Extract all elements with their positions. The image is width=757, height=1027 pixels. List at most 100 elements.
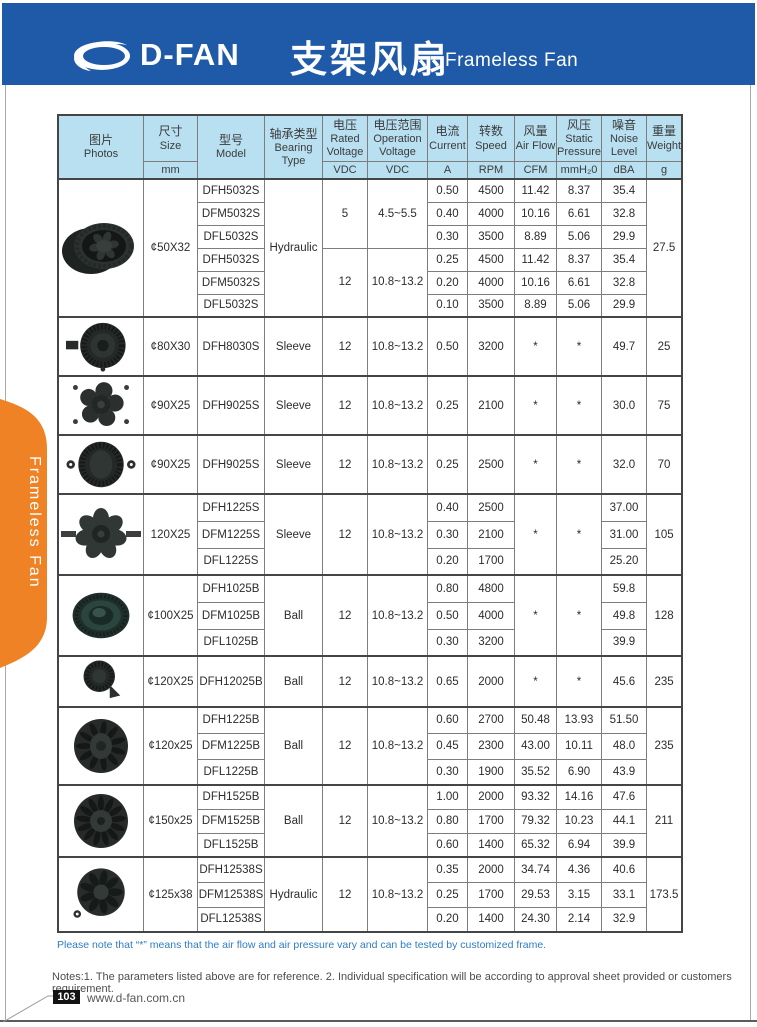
cell-rated-voltage: 12 <box>322 247 368 318</box>
axial-5-blade-fan-photo <box>57 375 144 436</box>
cell-current: 0.40 <box>427 493 468 522</box>
fan-block: ¢125x38 DFH12538S Hydraulic 12 10.8~13.2 0.35… <box>57 856 683 933</box>
cell-size: ¢120x25 <box>143 706 198 786</box>
dfan-swoosh-icon <box>74 41 130 71</box>
page-number-badge: 103 <box>53 990 80 1004</box>
star-footnote: Please note that “*” means that the air … <box>57 939 547 951</box>
col-header-size: 尺寸 Size <box>143 114 198 162</box>
cell-static-pressure: 5.06 <box>555 293 603 318</box>
table-row: ¢150x25 DFH1525B Ball 12 10.8~13.2 1.00 2000 93… <box>57 784 683 858</box>
cell-speed: 3500 <box>467 293 515 318</box>
spec-table: 图片 Photos 尺寸 Size 型号 Model 轴承类型 Bearing Type 电压 R… <box>57 114 684 933</box>
cell-model: DFH1525B <box>197 784 265 810</box>
cell-size: ¢100X25 <box>143 574 198 657</box>
cell-bearing: Ball <box>264 574 323 657</box>
cell-noise: 32.8 <box>601 201 648 226</box>
cell-noise: 49.8 <box>601 601 648 630</box>
page-title-en: Frameless Fan <box>445 50 579 71</box>
cell-speed: 2300 <box>467 732 515 760</box>
cell-voltage-range: 10.8~13.2 <box>367 706 428 786</box>
table-row: DFL5032S 0.30 3500 8.89 5.06 29.9 <box>58 224 682 249</box>
cell-current: 0.65 <box>427 655 468 708</box>
cell-bearing: Ball <box>264 784 323 858</box>
cell-weight: 25 <box>646 316 683 377</box>
cell-weight: 70 <box>646 434 683 495</box>
cell-noise: 35.4 <box>601 247 648 272</box>
cell-model: DFL12538S <box>197 906 265 933</box>
curved-blade-fan-photo <box>57 856 144 933</box>
cell-current: 0.10 <box>427 293 468 318</box>
cell-weight: 105 <box>646 493 683 576</box>
cell-static-pressure: 6.61 <box>555 201 603 226</box>
cell-air-flow: 29.53 <box>514 881 557 908</box>
cell-voltage-range: 10.8~13.2 <box>367 655 428 708</box>
cell-voltage-range: 10.8~13.2 <box>367 375 428 436</box>
cell-model: DFL1225S <box>197 547 265 576</box>
cell-bearing: Ball <box>264 706 323 786</box>
col-header-current: 电流 Current <box>427 114 468 162</box>
cell-speed: 2000 <box>467 856 515 883</box>
cell-weight: 128 <box>646 574 683 657</box>
cell-air-flow: 10.16 <box>514 201 557 226</box>
cell-air-flow: * <box>514 493 557 576</box>
table-row: ¢90X25 DFH9025S Sleeve 12 10.8~13.2 0.25 2500 *… <box>57 434 683 495</box>
cell-current: 0.35 <box>427 856 468 883</box>
round-ear-fan-photo <box>57 434 144 495</box>
cell-air-flow: 50.48 <box>514 706 557 734</box>
table-row: DFH5032S 12 10.8~13.2 0.25 4500 11.42 8.37 35.4 <box>58 247 682 318</box>
unit-static_pressure: mmH₂0 <box>555 160 603 180</box>
cell-static-pressure: 6.94 <box>555 832 603 858</box>
cell-noise: 44.1 <box>601 808 648 834</box>
col-header-rated_voltage: 电压 Rated Voltage <box>322 114 368 162</box>
cell-current: 0.80 <box>427 574 468 603</box>
table-row: ¢100X25 DFH1025B Ball 12 10.8~13.2 0.80 4800 * *… <box>57 574 683 657</box>
cell-noise: 49.7 <box>601 316 648 377</box>
cell-model: DFH5032S <box>197 178 265 203</box>
unit-noise_level: dBA <box>601 160 648 180</box>
table-row: 120X25 DFH1225S Sleeve 12 10.8~13.2 0.40 2500 *… <box>57 493 683 576</box>
cell-bearing: Sleeve <box>264 316 323 377</box>
table-row: DFM5032S 0.20 4000 10.16 6.61 32.8 <box>58 270 682 295</box>
cell-speed: 4000 <box>467 201 515 226</box>
col-header-noise_level: 噪音 Noise Level <box>601 114 648 162</box>
cell-speed: 2700 <box>467 706 515 734</box>
impeller-fan-xl-photo <box>57 784 144 858</box>
cell-static-pressure: 6.90 <box>555 758 603 786</box>
cell-voltage-range: 10.8~13.2 <box>367 574 428 657</box>
page-title-zh: 支架风扇 <box>290 39 450 80</box>
cell-weight: 211 <box>646 784 683 858</box>
cell-noise: 39.9 <box>601 628 648 657</box>
cell-speed: 2100 <box>467 375 515 436</box>
cell-rated-voltage: 12 <box>322 493 368 576</box>
cell-model: DFM1525B <box>197 808 265 834</box>
unit-operation_voltage: VDC <box>367 160 428 180</box>
table-row: DFM1525B 0.80 1700 79.32 10.23 44.1 <box>58 808 682 834</box>
cell-air-flow: 35.52 <box>514 758 557 786</box>
cell-current: 0.20 <box>427 547 468 576</box>
cell-air-flow: 11.42 <box>514 247 557 272</box>
cell-air-flow: 11.42 <box>514 178 557 203</box>
cell-voltage-range: 10.8~13.2 <box>367 316 428 377</box>
cell-air-flow: 43.00 <box>514 732 557 760</box>
cell-noise: 30.0 <box>601 375 648 436</box>
col-header-weight: 重量 Weight <box>646 114 683 162</box>
cell-bearing: Sleeve <box>264 434 323 495</box>
cell-weight: 235 <box>646 655 683 708</box>
cell-speed: 1900 <box>467 758 515 786</box>
cell-noise: 32.8 <box>601 270 648 295</box>
cell-size: ¢90X25 <box>143 375 198 436</box>
table-row: ¢90X25 DFH9025S Sleeve 12 10.8~13.2 0.25 2100 *… <box>57 375 683 436</box>
cell-static-pressure: * <box>555 375 603 436</box>
table-row: DFL1225B 0.30 1900 35.52 6.90 43.9 <box>58 758 682 786</box>
cell-size: ¢125x38 <box>143 856 198 933</box>
cell-air-flow: * <box>514 316 557 377</box>
cell-rated-voltage: 12 <box>322 706 368 786</box>
cell-current: 0.50 <box>427 601 468 630</box>
table-header: 图片 Photos 尺寸 Size 型号 Model 轴承类型 Bearing Type 电压 R… <box>57 114 683 180</box>
fan-block: ¢120X25 DFH12025B Ball 12 10.8~13.2 0.65 2000 *… <box>57 655 683 708</box>
cell-noise: 39.9 <box>601 832 648 858</box>
fan-block: ¢150x25 DFH1525B Ball 12 10.8~13.2 1.00 2000 93… <box>57 784 683 858</box>
cell-speed: 3200 <box>467 316 515 377</box>
cell-noise: 40.6 <box>601 856 648 883</box>
